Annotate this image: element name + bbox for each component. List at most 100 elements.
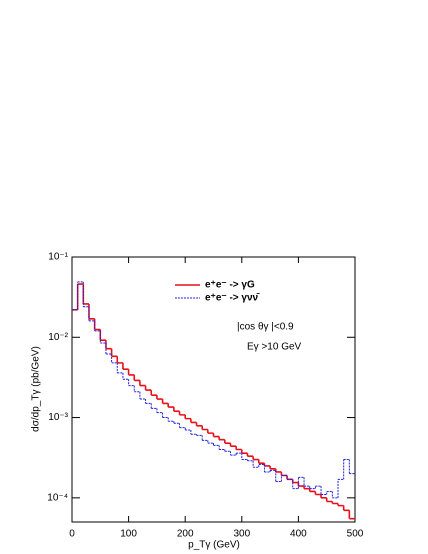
histogram-step — [269, 465, 276, 470]
histogram-step — [246, 459, 254, 462]
histogram-step — [320, 486, 327, 496]
histogram-step — [190, 418, 197, 424]
histogram-step — [184, 414, 191, 420]
histogram-step — [263, 464, 271, 473]
histogram-step — [88, 303, 95, 320]
histogram-step — [144, 385, 152, 391]
histogram-step — [105, 340, 112, 350]
histogram-step — [116, 356, 123, 364]
histogram-step — [348, 510, 355, 520]
histogram-step — [343, 459, 350, 480]
histogram-step — [212, 433, 220, 438]
plot-frame — [71, 256, 356, 523]
histogram-step — [133, 374, 140, 382]
histogram-step — [257, 459, 265, 465]
histogram-step — [116, 362, 123, 374]
histogram-step — [133, 385, 140, 393]
y-tick-label: 10⁻¹ — [48, 252, 68, 263]
histogram-step — [111, 353, 118, 364]
histogram-step — [224, 449, 231, 452]
histogram-step — [99, 330, 106, 344]
histogram-step — [77, 281, 84, 310]
histogram-step — [139, 391, 146, 400]
histogram-step — [280, 471, 288, 477]
histogram-step — [286, 475, 293, 481]
histogram-step — [150, 390, 157, 396]
histogram-step — [195, 422, 203, 427]
legend-label: e⁺e⁻ -> γG — [205, 280, 255, 291]
histogram-step — [258, 464, 265, 468]
histogram-step — [326, 490, 333, 495]
x-tick-label: 0 — [69, 529, 75, 540]
y-tick-label: 10⁻⁴ — [47, 492, 68, 503]
histogram-step — [337, 503, 344, 507]
annotation: Eγ >10 GeV — [247, 342, 302, 353]
histogram-step — [241, 453, 248, 461]
histogram-step — [105, 342, 112, 355]
histogram-step — [122, 372, 129, 380]
histogram-step — [314, 485, 322, 489]
histogram-step — [275, 470, 282, 482]
histogram-step — [348, 459, 355, 475]
histogram-step — [252, 456, 259, 461]
histogram-step — [173, 421, 180, 424]
histogram-step — [229, 443, 237, 447]
histogram-step — [184, 427, 191, 431]
histogram-step — [156, 395, 163, 400]
histogram-step — [218, 436, 225, 441]
y-axis-label: dσ/dp_Tγ (pb/GeV) — [31, 346, 42, 432]
histogram-step — [297, 482, 305, 487]
histogram-step — [139, 380, 146, 387]
histogram-step — [128, 379, 135, 387]
histogram-step — [218, 445, 225, 451]
histogram-step — [235, 446, 242, 451]
legend-label: e⁺e⁻ -> γνν̄ — [205, 293, 260, 304]
histogram-step — [156, 408, 163, 414]
histogram-step — [145, 399, 152, 404]
histogram-step — [241, 449, 248, 454]
histogram-step — [269, 469, 276, 472]
histogram-step — [207, 429, 214, 434]
x-tick-label: 400 — [290, 529, 307, 540]
histogram-step — [235, 452, 242, 456]
x-tick-label: 200 — [177, 529, 194, 540]
x-tick-label: 500 — [347, 529, 364, 540]
y-tick-label: 10⁻² — [48, 332, 68, 343]
histogram-step — [122, 362, 129, 371]
histogram-step — [178, 411, 186, 416]
histogram-step — [190, 429, 197, 435]
histogram-step — [82, 281, 89, 308]
histogram-step — [331, 491, 339, 499]
histogram-step — [82, 284, 89, 305]
histogram-step — [224, 439, 231, 444]
histogram-step — [309, 486, 316, 490]
histogram-step — [213, 443, 220, 446]
histogram-step — [161, 399, 169, 405]
histogram-step — [173, 407, 180, 412]
histogram-step — [297, 476, 305, 489]
histogram-step — [303, 477, 310, 487]
histogram-step — [99, 329, 106, 341]
histogram-step — [167, 417, 174, 422]
histogram-step — [196, 434, 203, 436]
histogram-step — [314, 491, 322, 496]
annotation: |cos θγ |<0.9 — [237, 322, 294, 333]
histogram-step — [201, 425, 208, 431]
histogram-step — [88, 306, 95, 322]
histogram-step — [292, 479, 299, 490]
histogram-step — [320, 494, 327, 499]
histogram-step — [207, 440, 214, 444]
histogram-step — [325, 497, 333, 503]
histogram-step — [252, 460, 259, 468]
histogram-step — [280, 474, 288, 482]
histogram-step — [76, 283, 84, 310]
y-tick-label: 10⁻³ — [48, 412, 68, 423]
histogram-step — [127, 369, 135, 376]
x-tick-label: 100 — [120, 529, 137, 540]
histogram-step — [162, 412, 169, 419]
histogram-step — [94, 320, 101, 332]
histogram-step — [179, 423, 186, 429]
histogram-step — [246, 453, 254, 458]
